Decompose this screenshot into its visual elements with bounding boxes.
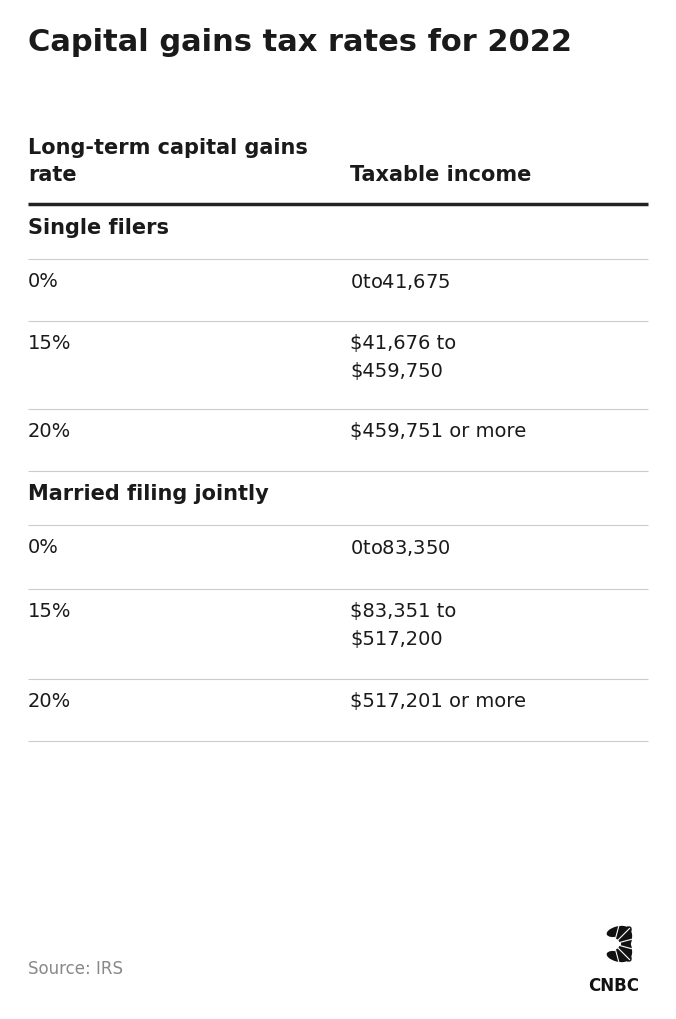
Text: Married filing jointly: Married filing jointly	[28, 484, 269, 503]
Text: 0%: 0%	[28, 537, 59, 556]
Text: Long-term capital gains: Long-term capital gains	[28, 138, 308, 158]
Ellipse shape	[606, 926, 628, 937]
Ellipse shape	[621, 930, 632, 952]
Text: CNBC: CNBC	[589, 976, 639, 994]
Text: rate: rate	[28, 165, 76, 184]
Ellipse shape	[606, 951, 628, 962]
Text: $459,750: $459,750	[350, 362, 443, 381]
Text: $83,351 to: $83,351 to	[350, 601, 456, 621]
Text: $0 to $83,350: $0 to $83,350	[350, 537, 451, 557]
Ellipse shape	[621, 936, 632, 958]
Text: Taxable income: Taxable income	[350, 165, 531, 184]
Text: $41,676 to: $41,676 to	[350, 333, 456, 353]
Text: Capital gains tax rates for 2022: Capital gains tax rates for 2022	[28, 28, 572, 57]
Text: $0 to $41,675: $0 to $41,675	[350, 272, 451, 291]
Ellipse shape	[614, 926, 632, 944]
Text: 20%: 20%	[28, 422, 71, 440]
Text: $459,751 or more: $459,751 or more	[350, 422, 526, 440]
Text: Source: IRS: Source: IRS	[28, 959, 123, 977]
Text: 15%: 15%	[28, 601, 72, 621]
Ellipse shape	[614, 945, 632, 962]
Text: Single filers: Single filers	[28, 218, 169, 237]
Text: 15%: 15%	[28, 333, 72, 353]
Text: $517,201 or more: $517,201 or more	[350, 691, 526, 710]
Text: 20%: 20%	[28, 691, 71, 710]
Text: 0%: 0%	[28, 272, 59, 290]
Text: $517,200: $517,200	[350, 630, 443, 648]
Circle shape	[609, 940, 619, 949]
